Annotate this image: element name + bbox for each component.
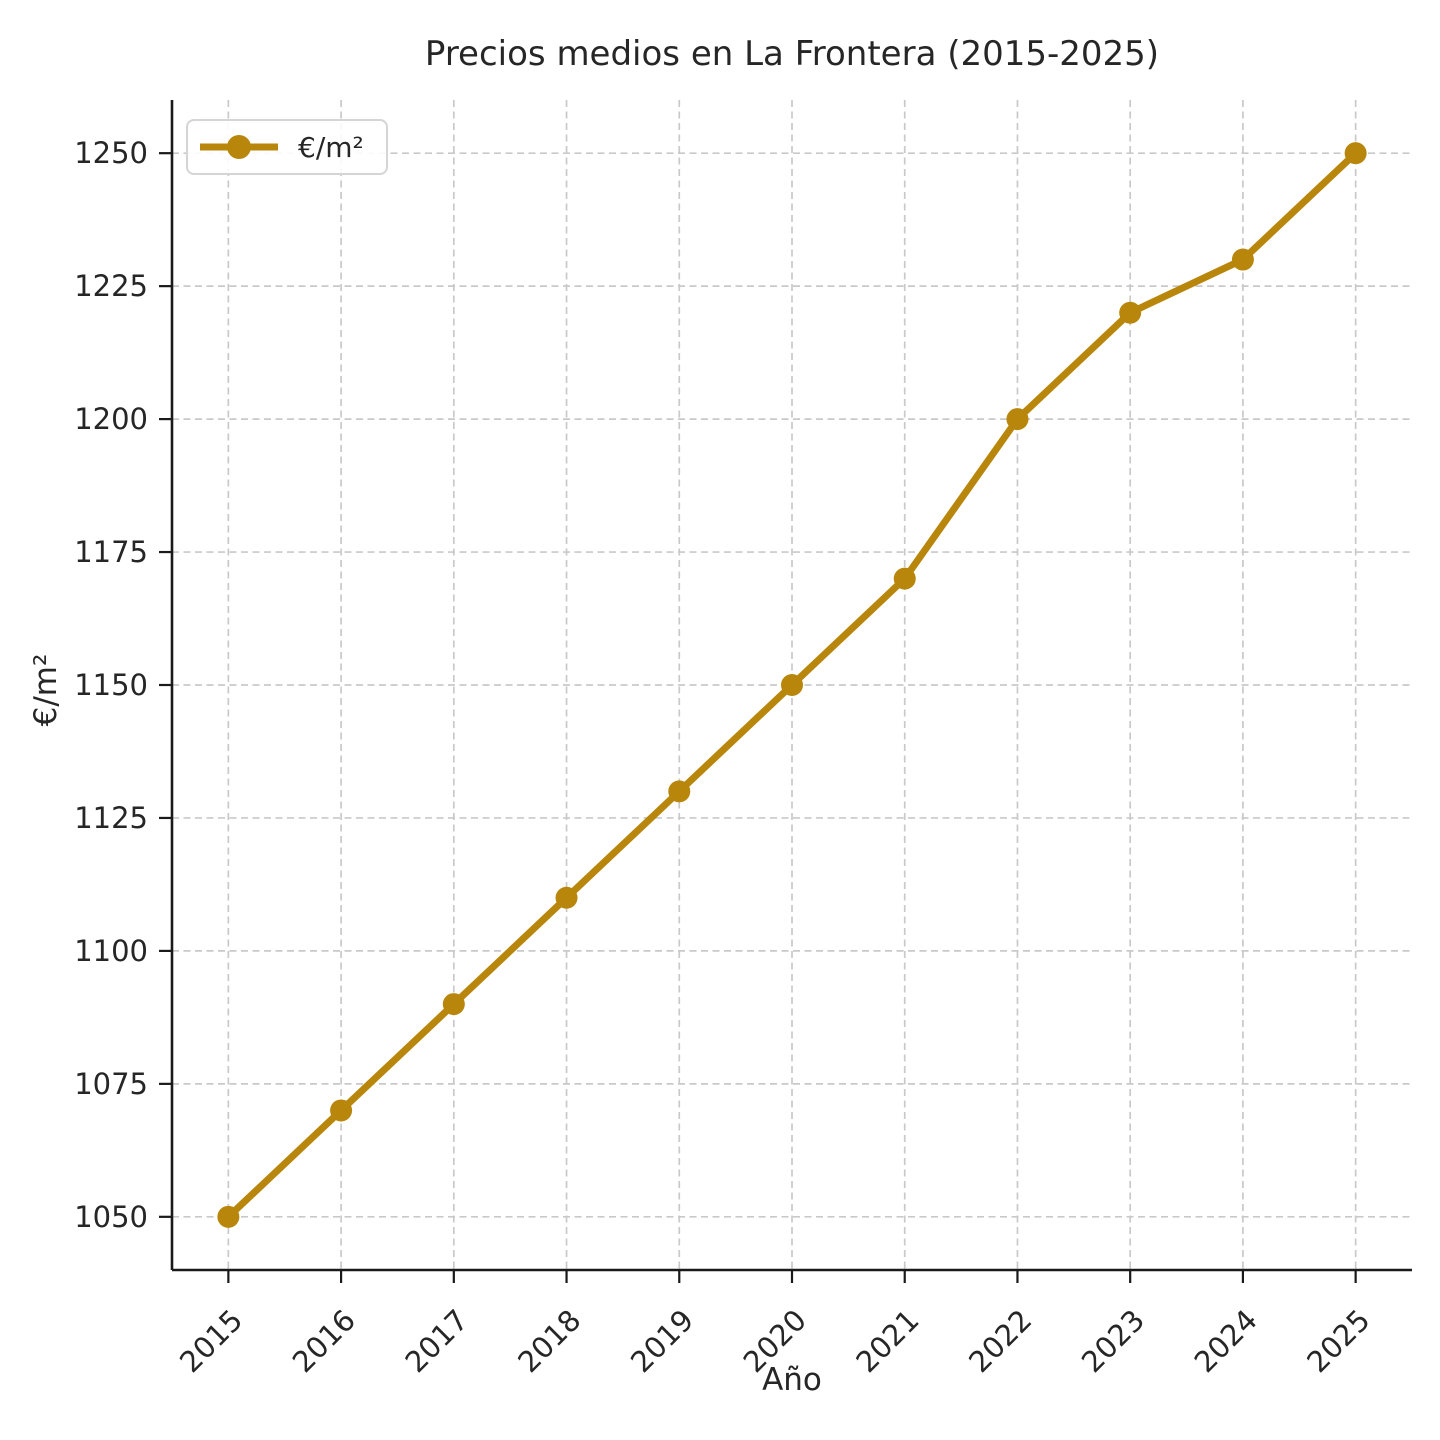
data-point (781, 674, 803, 696)
legend-label: €/m² (298, 130, 364, 164)
legend-marker-icon (227, 135, 251, 159)
y-tick-label: 1100 (74, 934, 148, 968)
data-point (1231, 248, 1254, 271)
chart-title: Precios medios en La Frontera (2015-2025… (424, 34, 1160, 74)
y-tick-label: 1225 (74, 269, 148, 303)
data-point (668, 780, 691, 803)
y-axis-title: €/m² (28, 653, 64, 727)
data-point (555, 886, 578, 909)
y-tick-label: 1050 (74, 1200, 148, 1234)
y-tick-label: 1075 (74, 1067, 148, 1101)
y-tick-label: 1250 (74, 136, 148, 170)
data-point (442, 993, 465, 1016)
data-point (893, 567, 916, 590)
data-point (330, 1099, 353, 1122)
data-point (217, 1205, 240, 1228)
legend[interactable]: €/m² (186, 119, 388, 175)
data-point (1344, 142, 1367, 165)
data-point (1119, 301, 1142, 324)
y-tick-label: 1200 (74, 402, 148, 436)
data-point (1006, 408, 1029, 431)
y-tick-label: 1150 (74, 668, 148, 702)
x-axis-title: Año (762, 1362, 822, 1398)
legend-line-sample (200, 135, 278, 159)
y-tick-label: 1175 (74, 535, 148, 569)
y-tick-label: 1125 (74, 801, 148, 835)
